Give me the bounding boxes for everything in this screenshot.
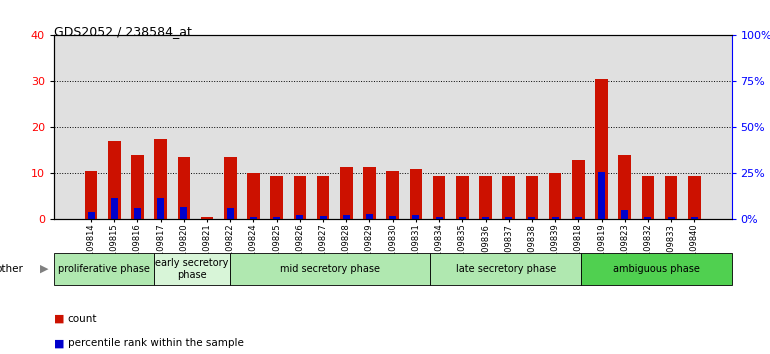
Bar [459,217,466,219]
Bar [88,212,95,219]
Bar [574,217,582,219]
Bar [691,217,698,219]
Bar [180,207,187,219]
Bar [668,217,675,219]
Bar [505,217,512,219]
Text: proliferative phase: proliferative phase [59,264,150,274]
Bar [433,176,446,219]
Bar [618,155,631,219]
Bar [108,141,121,219]
Bar [85,171,98,219]
Bar [320,216,326,219]
Bar [644,217,651,219]
Bar [436,217,443,219]
Bar [363,166,376,219]
Bar [551,217,558,219]
Bar [598,172,605,219]
Bar [572,160,584,219]
Text: late secretory phase: late secretory phase [456,264,556,274]
Bar [387,171,399,219]
Bar [526,176,538,219]
Bar [389,216,397,219]
Bar [270,176,283,219]
Bar [479,176,492,219]
Bar [157,198,164,219]
Text: count: count [68,314,97,324]
Bar [482,217,489,219]
Text: other: other [0,264,23,274]
Bar [621,210,628,219]
Bar [528,217,535,219]
Bar [134,207,141,219]
Bar [665,176,678,219]
Bar [340,166,353,219]
Bar [273,217,280,219]
Bar [456,176,469,219]
Bar [250,217,257,219]
Text: percentile rank within the sample: percentile rank within the sample [68,338,243,348]
Bar [502,176,515,219]
Bar [203,218,211,219]
Text: ■: ■ [54,338,65,348]
Bar [201,217,213,219]
Text: ▶: ▶ [40,264,49,274]
Bar [410,169,422,219]
Bar [293,176,306,219]
Text: ■: ■ [54,314,65,324]
Bar [316,176,330,219]
Bar [413,215,420,219]
Text: mid secretory phase: mid secretory phase [280,264,380,274]
Bar [296,215,303,219]
Text: early secretory
phase: early secretory phase [156,258,229,280]
Bar [178,157,190,219]
Bar [227,209,234,219]
Bar [688,176,701,219]
Bar [549,173,561,219]
Bar [247,173,259,219]
Bar [111,198,118,219]
Bar [131,155,144,219]
Bar [154,139,167,219]
Bar [595,79,608,219]
Bar [366,214,373,219]
Bar [641,176,654,219]
Bar [343,215,350,219]
Text: GDS2052 / 238584_at: GDS2052 / 238584_at [54,25,192,38]
Text: ambiguous phase: ambiguous phase [613,264,700,274]
Bar [224,157,236,219]
